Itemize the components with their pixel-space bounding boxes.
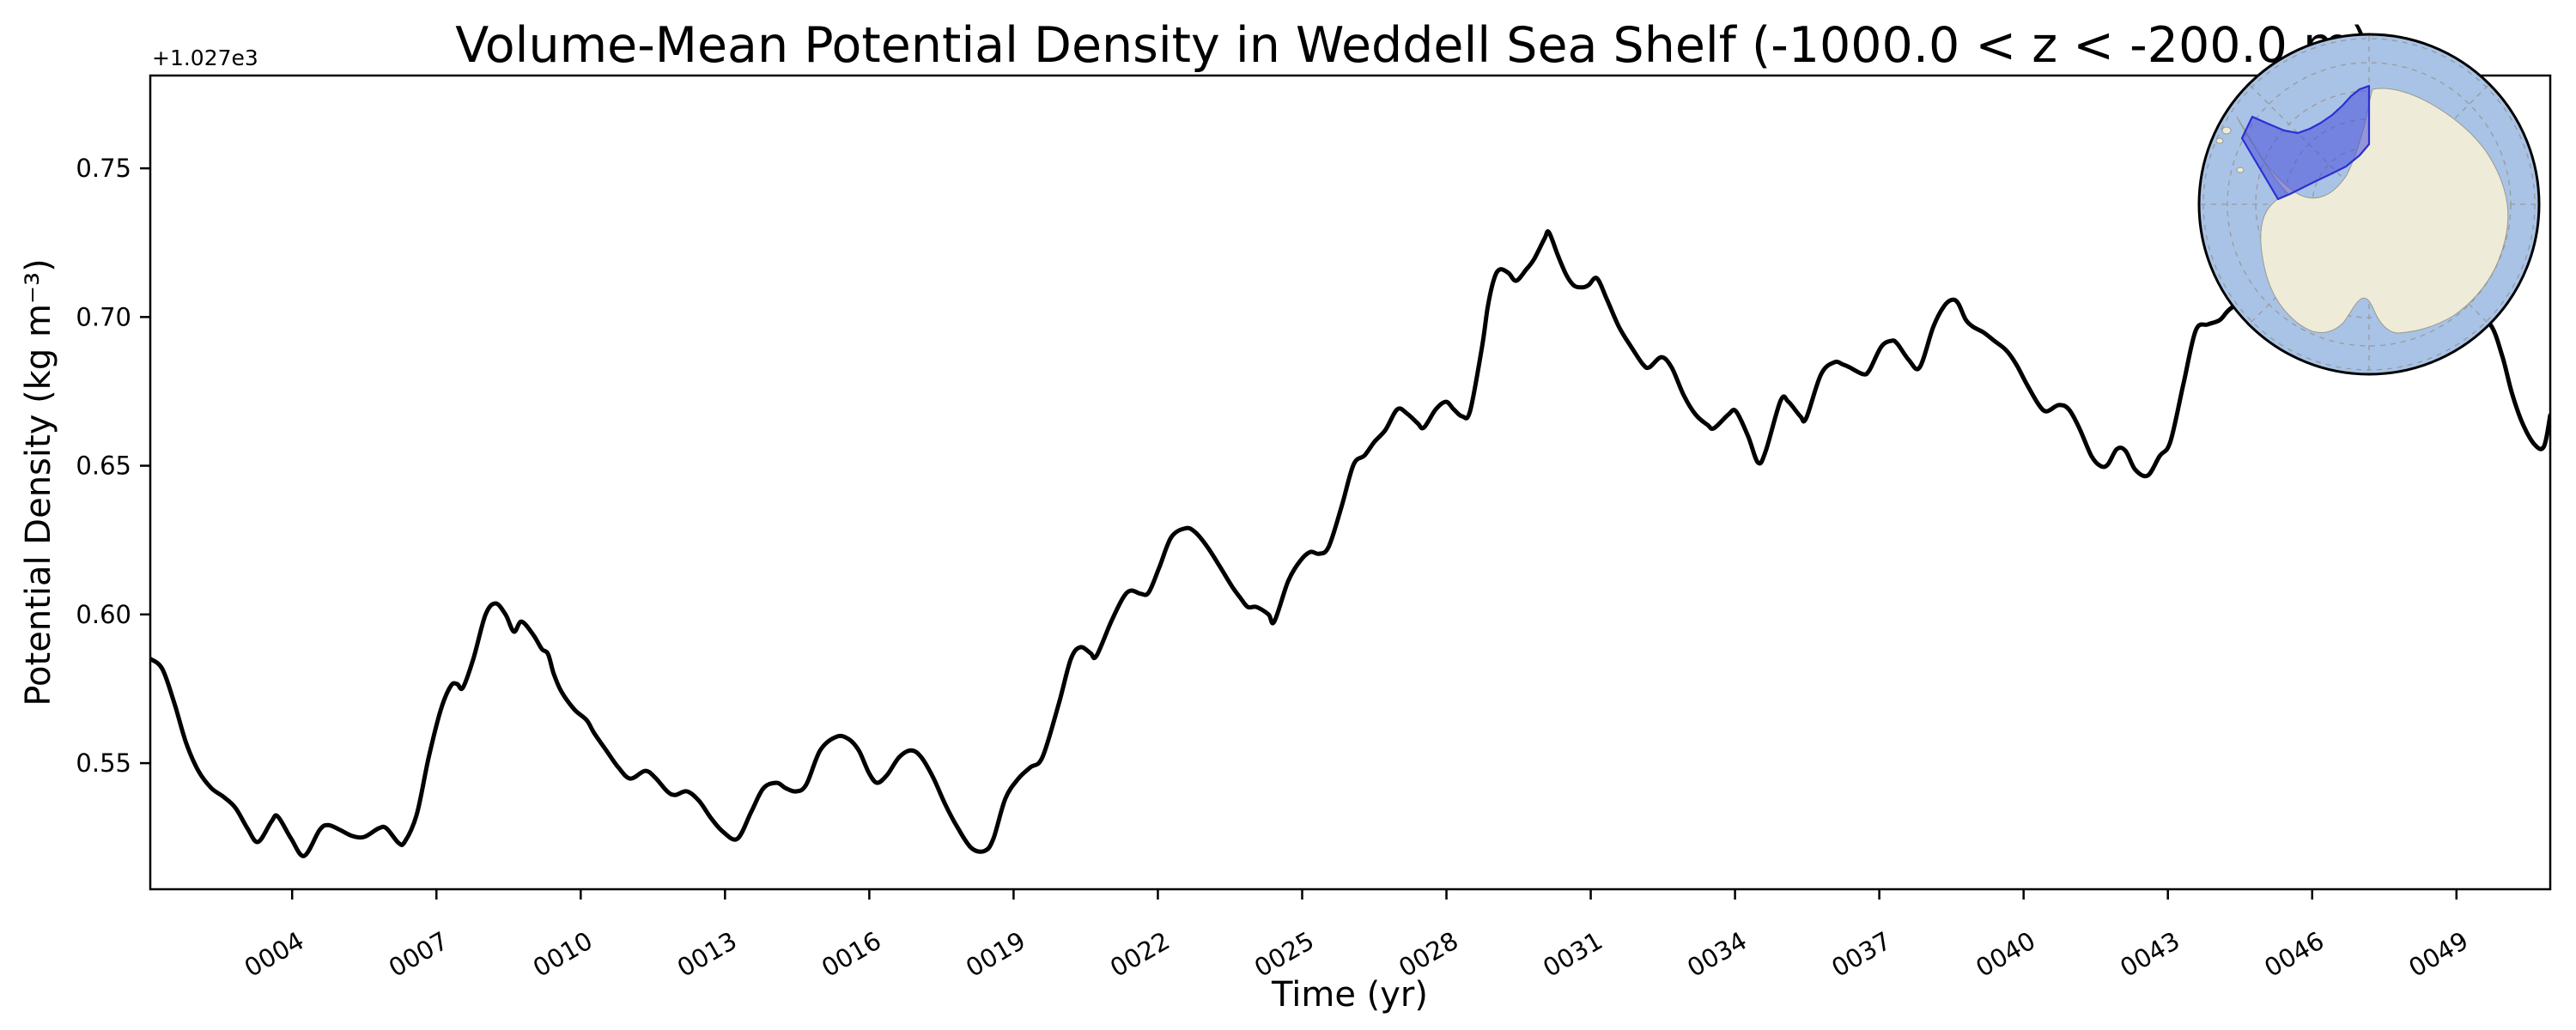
antarctica-inset-map [2197, 33, 2541, 376]
potential-density-line [150, 229, 2550, 858]
x-tick-label: 0034 [1682, 926, 1752, 983]
ticks-layer: 0004 0007 0010 0013 0016 0019 0022 0025 0028 0031… [76, 154, 2473, 983]
x-tick-label: 0007 [384, 926, 453, 983]
x-tick-label: 0013 [672, 926, 742, 983]
x-tick-label: 0043 [2115, 926, 2184, 983]
x-tick-label: 0016 [817, 926, 886, 983]
x-tick-label: 0010 [528, 926, 598, 983]
y-tick-label: 0.65 [76, 451, 131, 481]
x-tick-label: 0019 [961, 926, 1030, 983]
x-tick-label: 0049 [2403, 926, 2473, 983]
x-axis-label: Time (yr) [1271, 975, 1428, 1015]
axes-border [149, 74, 2552, 891]
map-border-circle [2197, 33, 2541, 376]
weddell-sea-shelf-region [2240, 84, 2371, 201]
y-tick-label: 0.70 [76, 302, 131, 331]
x-tick-label: 0037 [1826, 926, 1896, 983]
y-tick-label: 0.60 [76, 600, 131, 629]
antarctica-landmass [2215, 88, 2509, 334]
x-tick-label: 0022 [1105, 926, 1175, 983]
x-tick-label: 0031 [1538, 926, 1607, 983]
x-tick-label: 0040 [1971, 926, 2040, 983]
y-axis-offset-text: +1.027e3 [152, 45, 258, 70]
y-tick-label: 0.75 [76, 154, 131, 183]
chart-title: Volume-Mean Potential Density in Weddell… [455, 17, 2370, 74]
y-axis-label: Potential Density (kg m⁻³) [19, 258, 58, 706]
x-tick-label: 0046 [2259, 926, 2329, 983]
x-tick-label: 0004 [240, 926, 309, 983]
y-tick-label: 0.55 [76, 748, 131, 778]
